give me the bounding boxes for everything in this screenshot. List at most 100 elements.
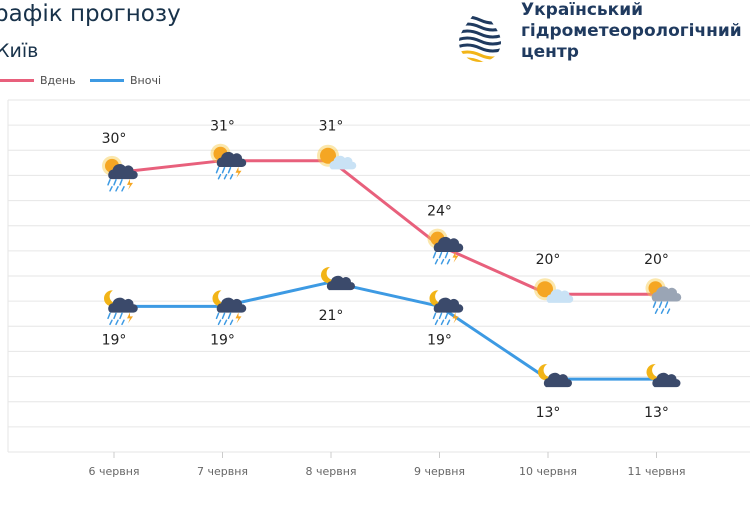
legend-item-day[interactable]: Вдень (0, 74, 76, 87)
rain-drop (217, 319, 222, 326)
cloud-shape (546, 289, 574, 303)
temp-label-day: 31° (319, 119, 344, 135)
temp-label-day: 30° (102, 131, 127, 147)
rain-drop (119, 312, 123, 320)
temp-label-night: 19° (210, 332, 235, 348)
rain-drop (446, 319, 451, 326)
legend-day-label: Вдень (40, 74, 76, 87)
lightning-bolt (127, 178, 133, 190)
legend-night-label: Вночі (130, 74, 162, 87)
rain-drop (107, 312, 111, 320)
rain-drop (227, 166, 232, 174)
cloud-shape (651, 286, 682, 302)
moon-cloud-rain-icon (104, 289, 138, 326)
x-axis-labels: 6 червня 7 червня 8 червня 9 червня 10 червн… (88, 465, 685, 478)
partly-cloudy-storm-icon (210, 143, 247, 180)
temp-label-night: 13° (644, 405, 669, 421)
rain-drop (438, 312, 443, 320)
rain-drop (221, 166, 226, 174)
moon-cloud-rain-icon (429, 289, 464, 326)
series-line-day (113, 159, 657, 296)
rain-drop (115, 319, 119, 326)
lightning-bolt (452, 251, 459, 263)
rain-drop (438, 251, 443, 259)
rain-drop (229, 319, 234, 326)
temp-label-day: 20° (644, 252, 669, 268)
cloud-shape (108, 164, 138, 180)
weather-icons (102, 143, 682, 388)
legend-day-swatch (0, 79, 34, 82)
rain-drop (444, 251, 449, 259)
organization-name: Український гідрометеорологічний центр (521, 0, 750, 63)
org-name-line-3: центр (521, 42, 579, 62)
cloud-shape (652, 372, 681, 388)
rain-drop (432, 251, 437, 259)
grid-lines (7, 99, 750, 458)
temp-label-day: 20° (536, 252, 561, 268)
cloud-shape (216, 297, 247, 313)
series-lines (113, 159, 657, 381)
rain-drop (223, 173, 228, 180)
rain-drop (660, 308, 665, 314)
series-line-night (114, 280, 657, 381)
rain-drop (664, 301, 669, 308)
x-tick-label: 7 червня (197, 465, 248, 478)
rain-drop (440, 319, 445, 326)
sun-disc (537, 281, 553, 298)
temp-label-night: 13° (536, 405, 561, 421)
rain-drop (107, 179, 111, 186)
legend-item-night[interactable]: Вночі (90, 74, 161, 87)
moon-cloud-rain-icon (212, 289, 247, 326)
rain-drop (221, 312, 226, 320)
temp-label-day: 24° (427, 204, 452, 220)
drop-logo-icon (459, 4, 501, 62)
rain-drop (444, 312, 449, 320)
rain-drop (434, 319, 439, 326)
rain-drop (115, 186, 119, 192)
rain-drop (223, 319, 228, 326)
lightning-bolt (452, 312, 459, 324)
rain-drop (227, 312, 232, 320)
x-tick-label: 10 червня (519, 465, 577, 478)
rain-drop (109, 319, 113, 326)
rain-drop (217, 173, 222, 180)
rain-drop (434, 258, 439, 265)
temp-label-night: 19° (427, 332, 452, 348)
city-name: Київ (0, 40, 39, 62)
rain-drop (109, 186, 113, 192)
rain-drop (113, 312, 117, 320)
sun-cloud-icon (534, 278, 574, 303)
rain-drop (121, 186, 125, 192)
rain-drop (215, 312, 220, 320)
lightning-bolt (235, 312, 242, 324)
cloud-shape (433, 236, 464, 252)
rain-drop (652, 301, 657, 308)
rain-drop (119, 179, 123, 186)
moon-cloud-icon (646, 363, 681, 388)
cloud-shape (216, 151, 247, 167)
cloud-shape (329, 155, 357, 170)
page-title: рафік прогнозу (0, 1, 181, 27)
legend-night-swatch (90, 79, 124, 82)
rain-drop (121, 319, 125, 326)
sun-cloud-rain-icon (645, 278, 682, 314)
temp-label-day: 31° (210, 119, 235, 135)
x-tick-label: 6 червня (88, 465, 139, 478)
cloud-shape (543, 372, 572, 388)
temp-label-night: 21° (319, 308, 344, 324)
moon-cloud-icon (538, 363, 572, 388)
x-tick-label: 8 червня (305, 465, 356, 478)
partly-cloudy-storm-icon (427, 228, 464, 265)
rain-drop (658, 301, 663, 308)
sun-disc (320, 147, 336, 164)
moon-cloud-icon (321, 266, 355, 291)
rain-drop (229, 173, 234, 180)
rain-drop (666, 308, 671, 314)
org-name-line-1: Український (521, 0, 644, 20)
temp-label-night: 19° (102, 332, 127, 348)
cloud-shape (433, 297, 464, 313)
lightning-bolt (127, 312, 133, 324)
sun-cloud-icon (317, 144, 357, 170)
rain-drop (446, 258, 451, 265)
